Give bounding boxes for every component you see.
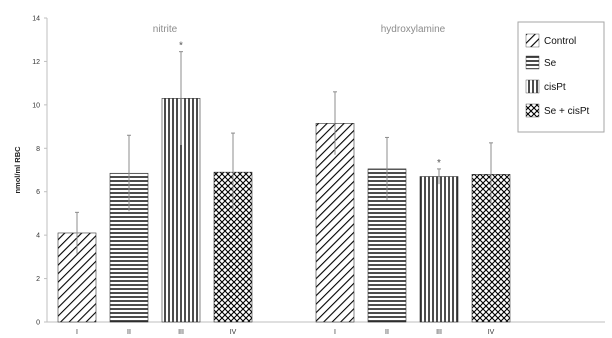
y-tick-label: 10 [32,102,40,109]
x-tick-label: I [76,329,78,336]
legend-label: Control [544,36,576,47]
legend-label: Se [544,58,557,69]
bar [315,123,355,323]
y-tick-label: 2 [36,276,40,283]
legend-label: Se + cisPt [544,106,590,117]
x-tick-label: II [385,329,389,336]
x-tick-label: I [334,329,336,336]
x-tick-label: IV [488,329,495,336]
significance-marker: * [179,41,183,52]
y-tick-label: 14 [32,16,40,23]
legend-swatch [525,55,540,70]
y-tick-label: 6 [36,189,40,196]
y-axis-label: nmol/ml RBC [13,146,22,194]
x-tick-label: II [127,329,131,336]
y-ticks: 0 2 4 6 8 10 12 14 [32,16,47,327]
x-tick-label: III [436,329,442,336]
legend: Control Se cisPt Se + cisPt [517,21,605,133]
legend-swatch [525,33,540,48]
bars: ** [57,41,511,323]
bar [419,176,459,323]
x-tick-label: III [178,329,184,336]
legend-label: cisPt [544,82,566,93]
x-ticks: I II III IV I II III IV [76,329,495,336]
legend-swatch [525,103,540,118]
legend-swatch [525,79,540,94]
group-labels: nitrite hydroxylamine [153,24,446,35]
x-tick-label: IV [230,329,237,336]
y-tick-label: 4 [36,233,40,240]
group-label: hydroxylamine [381,24,446,35]
y-tick-label: 0 [36,320,40,327]
significance-marker: * [437,158,441,169]
y-tick-label: 12 [32,59,40,66]
group-label: nitrite [153,24,178,35]
y-tick-label: 8 [36,146,40,153]
